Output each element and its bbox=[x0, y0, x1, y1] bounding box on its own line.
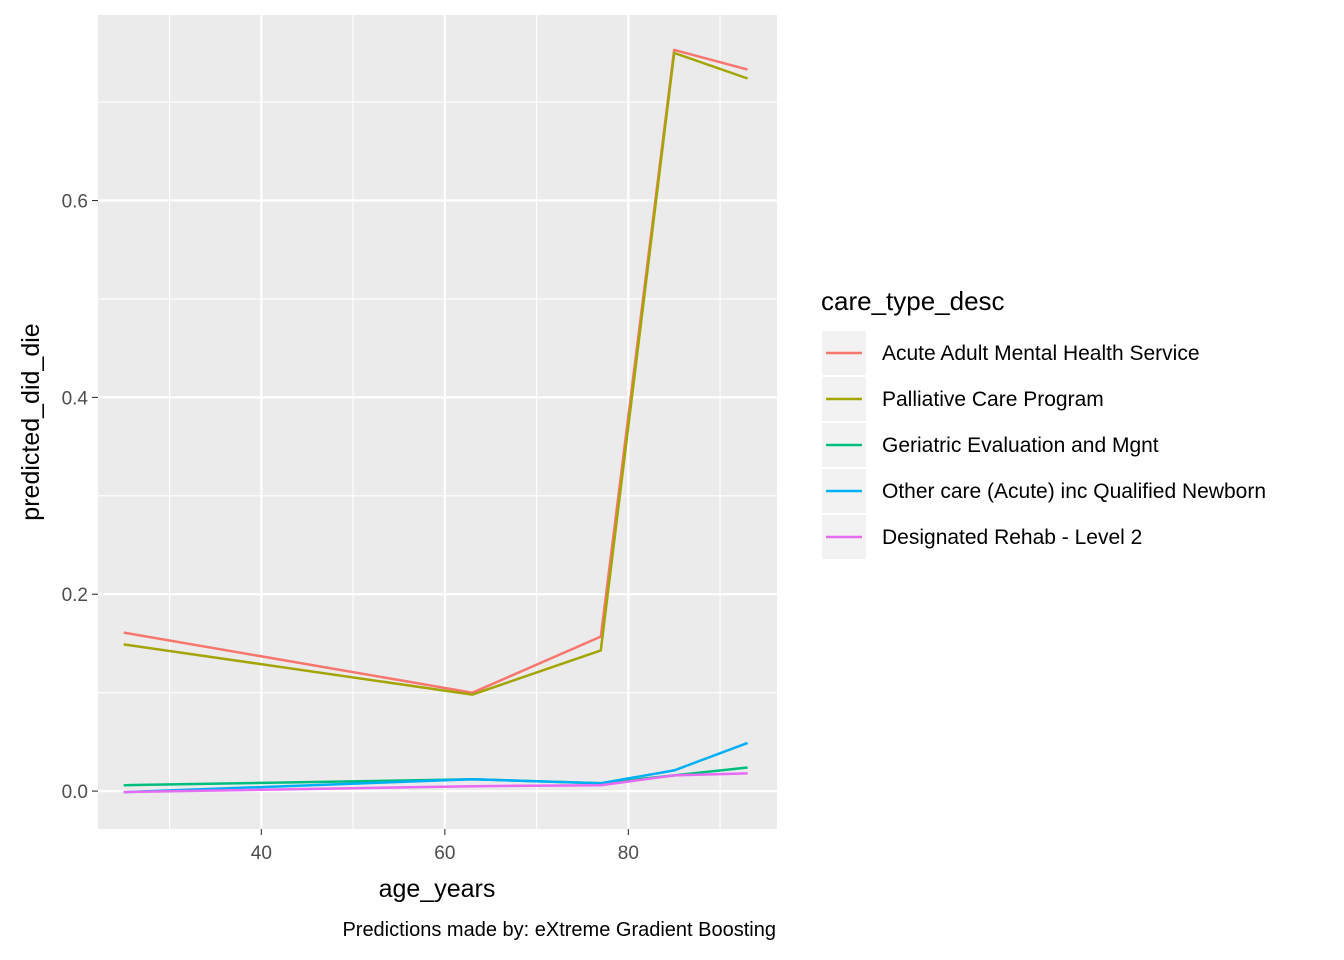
x-tick-label: 40 bbox=[251, 843, 272, 864]
legend-label: Other care (Acute) inc Qualified Newborn bbox=[882, 480, 1266, 503]
series-line bbox=[123, 48, 748, 694]
y-axis: 0.0 0.2 0.4 0.6 bbox=[62, 192, 98, 803]
chart-caption: Predictions made by: eXtreme Gradient Bo… bbox=[342, 919, 776, 941]
legend-label: Acute Adult Mental Health Service bbox=[882, 342, 1200, 365]
minor-gridlines bbox=[98, 15, 777, 829]
series-line bbox=[123, 51, 749, 696]
y-tick-label: 0.2 bbox=[62, 585, 88, 606]
x-axis-title: age_years bbox=[379, 875, 496, 903]
y-tick-label: 0.6 bbox=[62, 192, 88, 213]
y-tick-label: 0.4 bbox=[62, 388, 89, 409]
y-tick-label: 0.0 bbox=[62, 782, 88, 803]
series-line bbox=[123, 741, 749, 794]
x-axis: 40 60 80 bbox=[251, 829, 639, 864]
plot-panel bbox=[98, 15, 777, 829]
legend-items: Acute Adult Mental Health Service Palliat… bbox=[822, 331, 1266, 559]
legend-title: care_type_desc bbox=[821, 286, 1005, 316]
series-line bbox=[123, 772, 748, 794]
legend-label: Palliative Care Program bbox=[882, 388, 1104, 411]
series-lines bbox=[123, 48, 749, 794]
legend-label: Designated Rehab - Level 2 bbox=[882, 526, 1142, 549]
legend: care_type_desc Acute Adult Mental Health… bbox=[821, 286, 1266, 559]
x-tick-label: 80 bbox=[618, 843, 639, 864]
legend-label: Geriatric Evaluation and Mgnt bbox=[882, 434, 1159, 457]
y-axis-title: predicted_did_die bbox=[17, 323, 45, 520]
x-tick-label: 60 bbox=[434, 843, 455, 864]
